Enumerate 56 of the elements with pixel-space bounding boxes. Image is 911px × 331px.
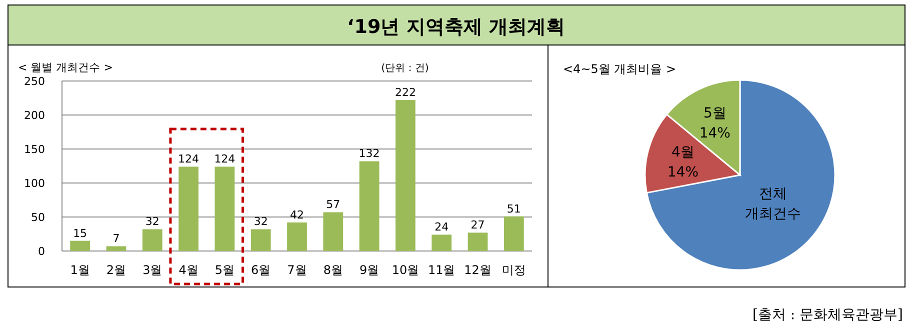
data-label: 124: [178, 152, 200, 166]
chart-subtitle: < 월별 개최건수 >: [18, 61, 113, 74]
bar: [178, 166, 198, 251]
data-label: 124: [214, 152, 236, 166]
x-tick-label: 2월: [106, 263, 126, 277]
x-tick-label: 12월: [464, 263, 492, 277]
data-label: 14%: [667, 164, 699, 180]
data-label: 24: [434, 220, 449, 234]
slice-label: 4월: [671, 144, 694, 160]
slice-label: 전체 개최건수: [744, 186, 801, 222]
y-tick-label: 250: [24, 75, 45, 88]
bar: [432, 234, 452, 251]
bar: [287, 222, 307, 251]
data-label: 14%: [699, 126, 730, 142]
data-label: 51: [506, 202, 521, 216]
x-tick-label: 미정: [502, 263, 526, 277]
bar: [468, 232, 488, 251]
y-tick-label: 50: [31, 211, 45, 224]
bar: [70, 240, 90, 251]
bar: [504, 216, 524, 251]
pie-slice: [646, 79, 836, 271]
text: [출처 : 문화체육관광부]: [752, 307, 903, 323]
data-label: 32: [254, 215, 268, 228]
data-label: 132: [358, 147, 380, 160]
data-label: 27: [470, 218, 485, 232]
text: (단위 : 건): [381, 63, 429, 74]
chart-title: <4~5월 개최비율 >: [563, 62, 676, 76]
x-tick-label: 9월: [359, 263, 380, 277]
bar: [396, 100, 416, 251]
y-tick-label: 0: [38, 245, 45, 258]
x-tick-label: 1월: [70, 263, 90, 277]
x-tick-label: 10월: [392, 263, 420, 277]
data-label: 42: [290, 208, 304, 222]
y-tick-label: 100: [24, 177, 45, 190]
data-label: 222: [394, 86, 416, 100]
x-tick-label: 5월: [214, 263, 235, 277]
y-tick-label: 150: [24, 143, 45, 156]
bar: [359, 161, 380, 251]
x-tick-label: 8월: [323, 263, 343, 277]
x-tick-label: 3월: [142, 263, 162, 277]
bar: [106, 246, 126, 251]
bar: [142, 229, 162, 251]
x-tick-label: 7월: [287, 263, 307, 277]
bar: [214, 166, 235, 251]
chart-title: ‘19년 지역축제 개최계획: [347, 16, 565, 38]
data-label: 57: [326, 198, 340, 212]
data-label: 15: [73, 226, 88, 240]
y-tick-label: 200: [24, 109, 45, 122]
slice-label: 5월: [703, 106, 726, 122]
data-label: 7: [112, 232, 120, 246]
x-tick-label: 6월: [251, 263, 271, 277]
bar: [250, 229, 271, 251]
x-tick-label: 4월: [178, 263, 198, 277]
data-label: 32: [145, 215, 160, 228]
bar: [323, 212, 344, 251]
x-tick-label: 11월: [428, 263, 456, 277]
